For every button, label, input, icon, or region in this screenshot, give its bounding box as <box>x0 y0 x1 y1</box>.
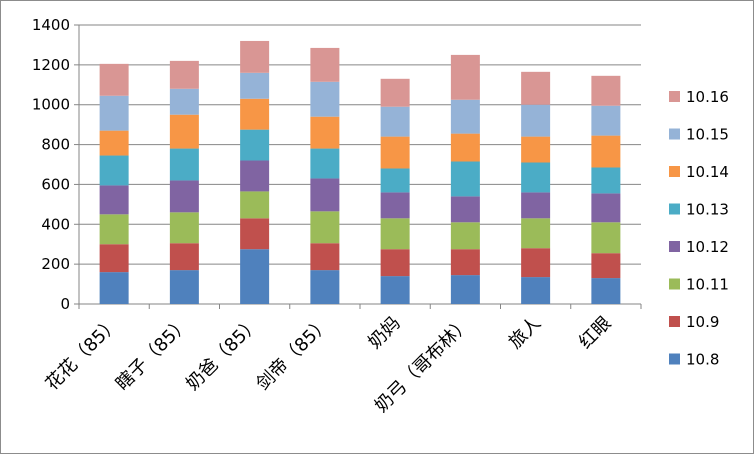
y-tick-label: 200 <box>41 255 70 273</box>
bar-segment <box>521 136 551 163</box>
y-tick-label: 800 <box>41 136 70 154</box>
bar-segment <box>521 248 551 278</box>
legend-label: 10.13 <box>686 201 729 219</box>
bar-segment <box>450 133 480 162</box>
bar-segment <box>450 161 480 197</box>
legend-label: 10.9 <box>686 313 719 331</box>
y-tick-label: 400 <box>41 215 70 233</box>
bar-segment <box>99 63 129 96</box>
bar-segment <box>310 148 340 179</box>
bar-segment <box>99 185 129 215</box>
legend-swatch <box>669 203 680 215</box>
y-tick-label: 1200 <box>32 56 70 74</box>
bar-segment <box>450 196 480 223</box>
bar-segment <box>521 162 551 193</box>
bar-segment <box>310 116 340 149</box>
bar-segment <box>310 211 340 244</box>
bar-segment <box>240 98 270 130</box>
bar-segment <box>240 249 270 304</box>
bar-segment <box>380 78 410 107</box>
bar-segment <box>240 218 270 250</box>
bar-segment <box>521 104 551 137</box>
bar-segment <box>310 270 340 304</box>
x-category-label: 奶爸（85） <box>182 313 264 395</box>
bar-segment <box>169 60 199 89</box>
bar-segment <box>380 218 410 250</box>
bar-segment <box>591 253 621 279</box>
bar-segment <box>591 193 621 223</box>
bar-segment <box>169 88 199 115</box>
legend-swatch <box>669 316 680 327</box>
x-category-label: 瞎子（85） <box>112 313 194 395</box>
bar-segment <box>240 160 270 192</box>
bar-segment <box>169 180 199 213</box>
bar-segment <box>450 249 480 276</box>
bar-segment <box>240 191 270 219</box>
bar-segment <box>450 275 480 304</box>
bar-segment <box>380 106 410 137</box>
bar-segment <box>521 277 551 304</box>
legend-swatch <box>669 241 680 252</box>
legend-label: 10.8 <box>686 351 719 369</box>
legend-label: 10.12 <box>686 238 729 256</box>
bar-segment <box>521 192 551 219</box>
bar-segment <box>521 71 551 105</box>
legend-label: 10.16 <box>686 88 729 106</box>
y-tick-label: 600 <box>41 175 70 193</box>
y-tick-label: 0 <box>60 295 70 313</box>
bar-segment <box>99 272 129 304</box>
bar-segment <box>99 155 129 186</box>
bar-segment <box>450 99 480 134</box>
bar-segment <box>380 276 410 304</box>
bar-segment <box>99 244 129 273</box>
x-category-label: 红眼 <box>575 313 615 353</box>
bar-segment <box>240 129 270 161</box>
bar-segment <box>310 178 340 212</box>
x-category-label: 剑帝（85） <box>252 313 334 395</box>
y-tick-label: 1000 <box>32 96 70 114</box>
bar-segment <box>169 114 199 149</box>
bar-segment <box>591 135 621 168</box>
bar-segment <box>169 212 199 244</box>
x-category-label: 奶妈 <box>364 313 404 353</box>
bar-segment <box>380 136 410 169</box>
legend-swatch <box>669 353 680 365</box>
legend-swatch <box>669 91 680 102</box>
bar-segment <box>99 95 129 131</box>
bar-segment <box>169 243 199 271</box>
y-tick-label: 1400 <box>32 16 70 34</box>
bar-segment <box>380 168 410 193</box>
bar-segment <box>591 167 621 194</box>
legend-label: 10.15 <box>686 126 729 144</box>
bar-segment <box>99 130 129 156</box>
x-category-label: 花花（85） <box>42 313 124 395</box>
bar-segment <box>450 54 480 100</box>
bar-segment <box>380 192 410 219</box>
bar-segment <box>169 270 199 304</box>
legend-swatch <box>669 128 680 140</box>
bar-segment <box>99 214 129 245</box>
bar-segment <box>591 105 621 136</box>
legend-label: 10.14 <box>686 163 729 181</box>
bar-segment <box>240 72 270 99</box>
bar-segment <box>380 249 410 277</box>
legend-swatch <box>669 278 680 290</box>
bar-segment <box>450 222 480 250</box>
bar-segment <box>521 218 551 249</box>
legend-swatch <box>669 166 680 177</box>
bar-segment <box>240 40 270 73</box>
bar-segment <box>310 81 340 117</box>
x-category-label: 旅人 <box>505 313 545 353</box>
bar-segment <box>310 243 340 271</box>
bar-segment <box>591 222 621 254</box>
legend-label: 10.11 <box>686 276 729 294</box>
bar-segment <box>169 148 199 181</box>
bar-segment <box>591 278 621 304</box>
bar-segment <box>591 75 621 106</box>
bar-segment <box>310 47 340 82</box>
